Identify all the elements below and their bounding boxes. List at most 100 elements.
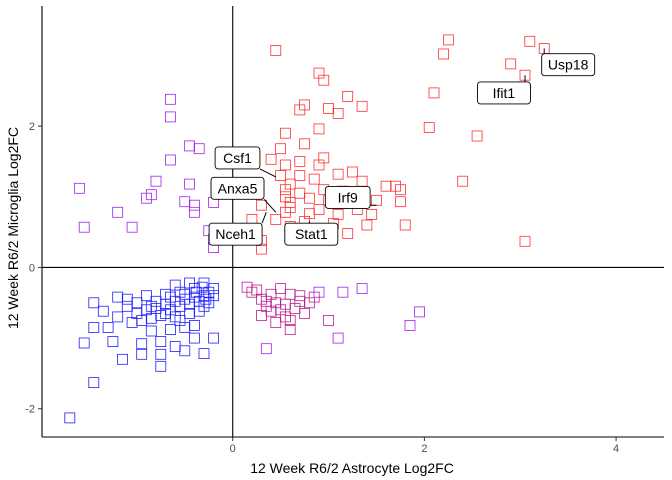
data-point [208, 283, 220, 295]
data-point [145, 300, 157, 312]
data-point [323, 314, 335, 326]
gene-label-text: Ifit1 [493, 85, 516, 101]
data-point [126, 221, 138, 233]
data-point [380, 180, 392, 192]
data-point [505, 58, 517, 70]
data-point [208, 290, 220, 302]
data-point [208, 332, 220, 344]
data-point [188, 332, 200, 344]
data-point [164, 291, 176, 303]
data-point [337, 286, 349, 298]
y-tick-label: 2 [29, 121, 35, 133]
x-tick-label: 4 [613, 443, 619, 455]
data-point [117, 353, 128, 365]
data-point [190, 286, 202, 298]
data-point [184, 178, 196, 190]
data-point [342, 91, 354, 102]
data-point [179, 345, 191, 357]
data-point [347, 166, 358, 178]
data-point [188, 206, 200, 218]
data-point [150, 175, 162, 187]
data-point [279, 206, 291, 218]
y-tick-label: -2 [25, 404, 35, 416]
gene-label: Anxa5 [210, 176, 277, 213]
data-point [102, 322, 114, 333]
data-point [246, 286, 258, 298]
data-point [275, 283, 287, 295]
gene-label-box [324, 186, 371, 209]
data-point [64, 412, 76, 424]
data-point [198, 348, 210, 360]
data-point [294, 104, 306, 116]
y-axis-title: 12 Week R6/2 Microglia Log2FC [5, 127, 21, 329]
gene-label: Csf1 [214, 146, 277, 178]
data-point [265, 153, 277, 165]
gene-label-text: Anxa5 [218, 180, 258, 196]
data-point [404, 319, 416, 331]
data-point [155, 336, 167, 348]
gene-label-box [541, 53, 596, 77]
data-point [155, 360, 167, 372]
data-point [188, 319, 200, 331]
data-point [284, 288, 296, 300]
data-point [394, 196, 406, 208]
data-point [200, 293, 212, 305]
data-point [313, 159, 325, 171]
gene-label-text: Irf9 [338, 189, 358, 205]
data-point [323, 103, 335, 114]
data-point [284, 324, 296, 336]
data-point [121, 300, 133, 312]
data-point [260, 343, 272, 355]
gene-label-leader [263, 198, 277, 213]
gene-label: Usp18 [541, 48, 596, 77]
data-point [88, 297, 100, 309]
data-point [112, 206, 124, 218]
data-point [294, 290, 306, 302]
x-tick-label: 2 [421, 443, 427, 455]
data-point [136, 338, 148, 350]
data-point [279, 127, 291, 139]
data-point [136, 348, 148, 360]
data-point [270, 45, 282, 56]
data-point [275, 143, 287, 155]
data-point [145, 325, 157, 337]
gene-annotations: Usp18 Ifit1 Csf1 Anxa5 Irf9 Nceh1 Stat1 [208, 48, 596, 246]
data-point [356, 283, 368, 295]
data-point [112, 291, 124, 303]
data-point [260, 295, 272, 307]
data-point [145, 312, 157, 324]
data-point [313, 204, 325, 215]
data-point [275, 170, 287, 182]
data-point [256, 199, 267, 211]
data-point [188, 199, 200, 211]
data-point [313, 123, 325, 135]
data-point [78, 337, 90, 349]
data-point [179, 288, 191, 300]
axes: 0 2 4 -2 0 2 [25, 6, 664, 455]
data-point [471, 130, 483, 142]
data-point [299, 138, 311, 150]
data-point [164, 324, 176, 336]
data-point [198, 300, 210, 312]
data-point [141, 192, 152, 204]
gene-label: Nceh1 [208, 212, 267, 246]
data-point [524, 35, 536, 47]
data-point [88, 322, 100, 333]
gene-label-leader [261, 212, 267, 224]
gene-label-text: Stat1 [295, 226, 328, 242]
data-point [442, 34, 454, 46]
data-point [294, 187, 306, 199]
data-point [126, 317, 138, 328]
gene-label-box [208, 222, 263, 246]
data-point [169, 279, 181, 291]
data-point [121, 293, 133, 305]
gene-label-box [476, 81, 531, 105]
data-point [361, 219, 373, 231]
data-point [428, 87, 440, 99]
gene-label-leader [259, 168, 277, 178]
data-point [74, 182, 85, 194]
data-point [112, 311, 124, 323]
data-point [107, 336, 119, 348]
data-point [141, 290, 152, 302]
